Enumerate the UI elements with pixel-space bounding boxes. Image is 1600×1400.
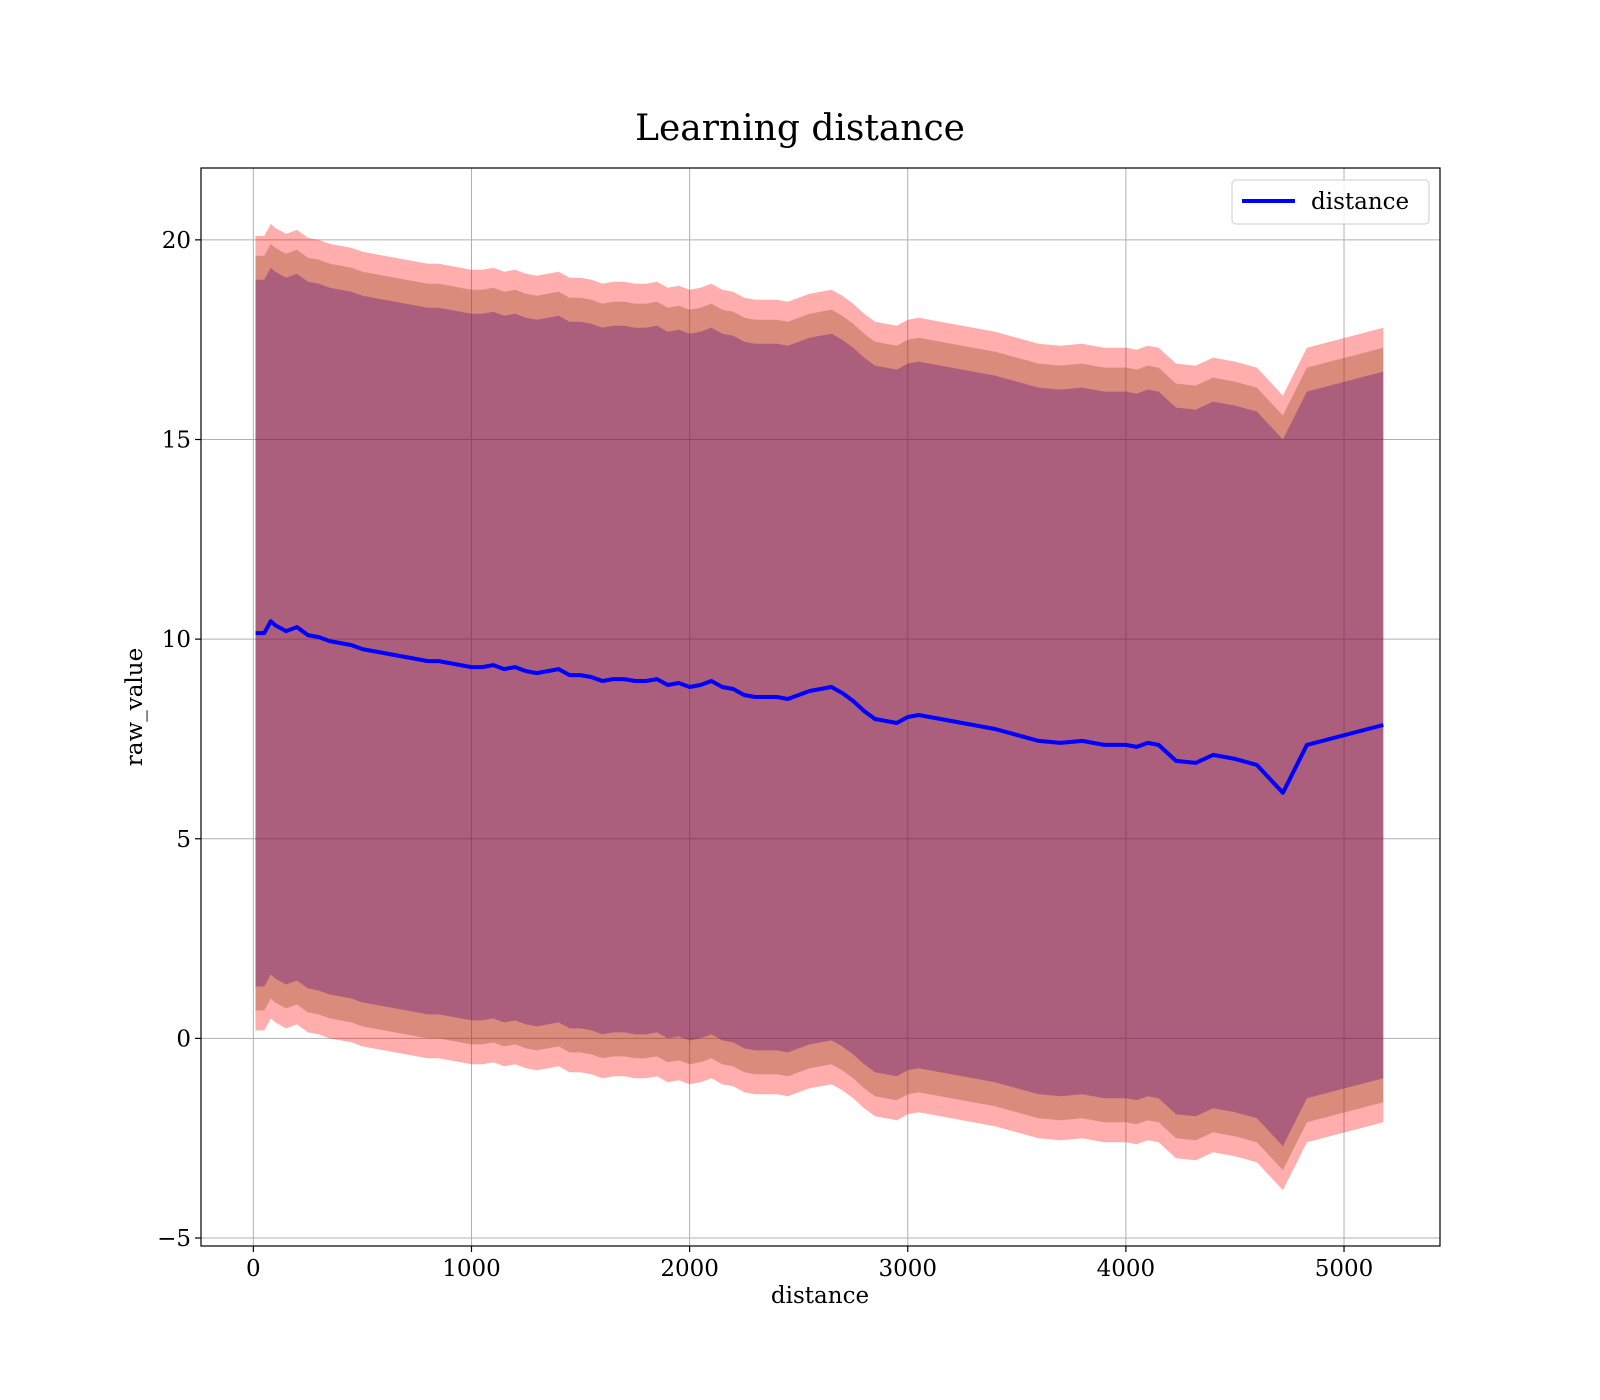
plot-frame (200, 167, 1441, 1247)
x-tick-label: 0 (246, 1256, 261, 1282)
y-tick-label: 5 (176, 827, 191, 853)
y-axis-label: raw_value (122, 648, 148, 766)
y-tick-label: 0 (176, 1026, 191, 1052)
x-tick-label: 5000 (1315, 1256, 1374, 1282)
series-lines (255, 619, 1384, 795)
legend-label-distance: distance (1311, 189, 1409, 215)
y-tick-label: −5 (157, 1226, 191, 1252)
y-axis-ticks: −5 0 5 10 15 20 (157, 228, 201, 1252)
x-tick-label: 3000 (878, 1256, 937, 1282)
band-middle (255, 243, 1384, 1171)
y-tick-label: 15 (162, 427, 191, 453)
band-outer (255, 223, 1384, 1191)
confidence-bands (255, 223, 1384, 1191)
grid-lines (201, 168, 1440, 1246)
x-axis-label: distance (771, 1283, 869, 1309)
x-axis-ticks: 0 1000 2000 3000 4000 5000 (246, 1246, 1373, 1282)
x-tick-label: 1000 (442, 1256, 501, 1282)
y-tick-label: 20 (162, 228, 191, 254)
x-tick-label: 2000 (660, 1256, 719, 1282)
y-tick-label: 10 (162, 627, 191, 653)
chart-title: Learning distance (635, 108, 965, 149)
legend: distance (1231, 179, 1430, 225)
x-tick-label: 4000 (1097, 1256, 1156, 1282)
series-line-distance (255, 619, 1384, 795)
band-inner (255, 267, 1384, 1147)
legend-box (1231, 179, 1430, 225)
